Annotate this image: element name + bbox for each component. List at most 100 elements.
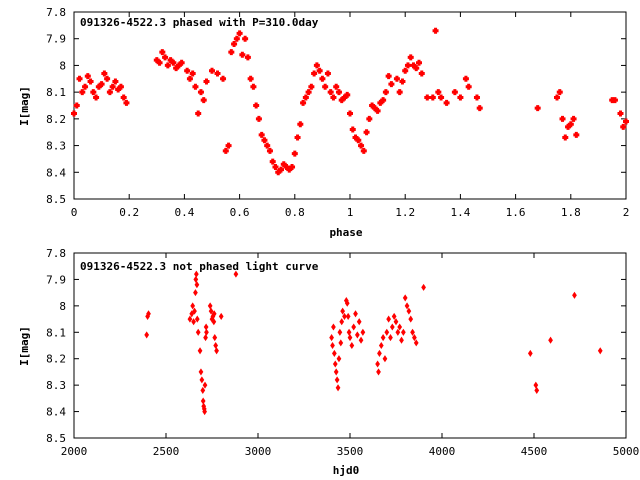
data-point xyxy=(200,386,206,394)
data-point xyxy=(396,89,403,96)
unphased-light-curve-panel: 091326-4522.3 not phased light curve hjd… xyxy=(18,247,639,477)
data-point xyxy=(388,334,393,342)
data-point xyxy=(104,75,111,82)
data-point xyxy=(209,67,215,74)
data-point xyxy=(406,307,412,315)
data-point xyxy=(71,110,77,117)
data-point xyxy=(253,102,260,109)
data-point xyxy=(76,75,83,82)
data-point xyxy=(214,70,221,77)
data-point xyxy=(192,83,199,90)
x-tick-label: 4000 xyxy=(429,445,456,458)
data-point xyxy=(385,73,392,80)
data-point xyxy=(395,328,401,336)
chart-title: 091326-4522.3 phased with P=310.0day xyxy=(80,16,319,29)
data-point xyxy=(457,94,464,101)
data-point xyxy=(356,318,362,326)
x-tick-label: 0.2 xyxy=(119,206,139,219)
data-point xyxy=(340,307,346,315)
data-point xyxy=(611,97,618,104)
data-point xyxy=(330,341,335,350)
data-point xyxy=(527,349,533,357)
data-point xyxy=(351,323,357,331)
data-point xyxy=(93,94,100,101)
x-tick-label: 1.6 xyxy=(506,206,526,219)
x-tick-label: 1.8 xyxy=(561,206,581,219)
data-point xyxy=(192,307,197,315)
data-point xyxy=(203,334,208,342)
data-point xyxy=(289,163,296,170)
data-point xyxy=(363,129,370,136)
x-tick-label: 1.4 xyxy=(450,206,470,219)
data-point xyxy=(146,310,151,318)
data-point xyxy=(291,150,298,157)
y-axis-label: I[mag] xyxy=(18,326,31,366)
data-point xyxy=(333,368,339,376)
data-point xyxy=(73,102,80,109)
data-point xyxy=(391,312,397,320)
data-point xyxy=(376,368,381,376)
data-point xyxy=(386,315,392,323)
data-point xyxy=(189,310,195,318)
y-tick-label: 7.8 xyxy=(46,247,66,260)
data-point xyxy=(534,386,540,394)
data-point xyxy=(332,360,338,368)
data-point xyxy=(337,328,343,336)
data-point xyxy=(623,118,629,125)
y-tick-label: 8.1 xyxy=(46,86,66,99)
data-point xyxy=(203,78,210,85)
data-point xyxy=(443,99,450,106)
data-point xyxy=(559,115,566,122)
y-tick-label: 8.3 xyxy=(46,379,66,392)
data-point xyxy=(554,94,560,101)
data-point xyxy=(408,315,414,323)
axis-ticks: 2000 2500 3000 3500 4000 4500 5000 7.8 7.9 8 8.1 8.… xyxy=(46,247,639,458)
data-point xyxy=(189,70,196,77)
y-tick-label: 8.4 xyxy=(46,406,66,419)
data-point xyxy=(193,289,198,297)
data-point xyxy=(375,360,380,368)
data-point xyxy=(239,51,246,58)
data-point xyxy=(570,115,577,122)
data-point xyxy=(162,54,169,61)
y-tick-label: 8.2 xyxy=(46,113,66,126)
data-point xyxy=(462,75,469,82)
data-points xyxy=(144,270,603,416)
data-point xyxy=(410,328,415,336)
data-point xyxy=(202,381,208,389)
x-tick-label: 4500 xyxy=(521,445,548,458)
data-point xyxy=(382,89,389,96)
x-tick-label: 3000 xyxy=(245,445,272,458)
data-point xyxy=(533,381,539,389)
data-point xyxy=(233,35,240,42)
x-tick-label: 2500 xyxy=(153,445,180,458)
data-point xyxy=(200,97,207,104)
x-tick-label: 0.4 xyxy=(174,206,194,219)
data-point xyxy=(197,347,203,355)
data-point xyxy=(358,142,365,149)
data-point xyxy=(236,30,243,37)
data-point xyxy=(335,384,341,392)
data-point xyxy=(198,368,204,376)
x-tick-label: 5000 xyxy=(613,445,640,458)
data-point xyxy=(322,83,329,90)
y-tick-label: 8.2 xyxy=(46,353,66,366)
x-tick-label: 1 xyxy=(347,206,354,219)
data-point xyxy=(250,83,257,90)
data-point xyxy=(413,339,419,347)
data-point xyxy=(193,270,199,278)
data-point xyxy=(231,41,238,48)
data-point xyxy=(429,94,436,101)
data-point xyxy=(620,123,627,130)
data-point xyxy=(556,89,563,96)
data-point xyxy=(435,89,442,96)
y-tick-label: 8.1 xyxy=(46,326,66,339)
x-tick-label: 1.2 xyxy=(395,206,415,219)
y-tick-label: 7.8 xyxy=(46,6,66,19)
data-point xyxy=(186,75,193,82)
data-point xyxy=(156,59,163,66)
data-point xyxy=(573,131,580,138)
data-point xyxy=(112,78,119,85)
data-point xyxy=(377,349,382,357)
data-point xyxy=(313,62,320,69)
